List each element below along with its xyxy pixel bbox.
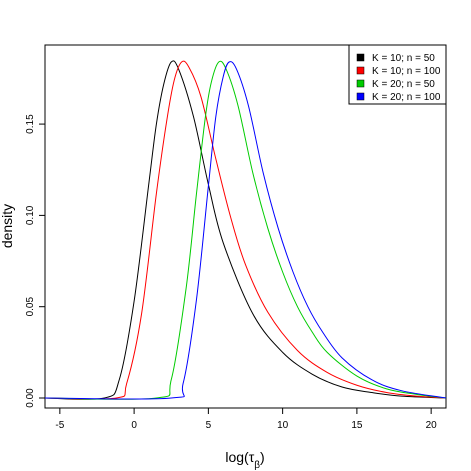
legend-swatch xyxy=(356,79,365,88)
legend-label: K = 20; n = 50 xyxy=(372,79,435,90)
legend-swatch xyxy=(356,66,365,75)
legend: K = 10; n = 50 K = 10; n = 100 K = 20; n =… xyxy=(348,44,447,105)
x-axis-label: log(τβ) xyxy=(225,449,264,471)
x-tick-label: 10 xyxy=(277,420,289,431)
y-tick-label: 0.10 xyxy=(25,205,36,225)
x-tick-label: 15 xyxy=(351,420,363,431)
legend-swatch xyxy=(356,53,365,62)
series-line-3 xyxy=(44,60,447,400)
x-axis: -5 0 5 10 15 20 xyxy=(55,408,437,431)
x-axis-label-main: log(τ xyxy=(225,449,254,465)
series-line-2 xyxy=(44,60,447,400)
y-tick-label: 0.00 xyxy=(25,388,36,408)
x-tick-label: 20 xyxy=(426,420,438,431)
x-axis-label-close: ) xyxy=(260,449,265,465)
y-axis: 0.00 0.05 0.10 0.15 xyxy=(25,114,45,408)
series-line-1 xyxy=(44,60,447,400)
legend-box xyxy=(348,44,447,105)
y-tick-label: 0.15 xyxy=(25,114,36,134)
series-line-4 xyxy=(44,61,447,400)
x-tick-label: 0 xyxy=(131,420,137,431)
x-axis-label-subscript: β xyxy=(254,460,260,471)
legend-label: K = 20; n = 100 xyxy=(372,92,441,103)
plot-box xyxy=(44,44,447,409)
legend-label: K = 10; n = 50 xyxy=(372,53,435,64)
x-tick-label: 5 xyxy=(206,420,212,431)
y-axis-label: density xyxy=(0,204,15,248)
legend-label: K = 10; n = 100 xyxy=(372,66,441,77)
x-tick-label: -5 xyxy=(55,420,64,431)
series-lines xyxy=(44,60,447,400)
legend-swatch xyxy=(356,92,365,101)
y-tick-label: 0.05 xyxy=(25,297,36,317)
